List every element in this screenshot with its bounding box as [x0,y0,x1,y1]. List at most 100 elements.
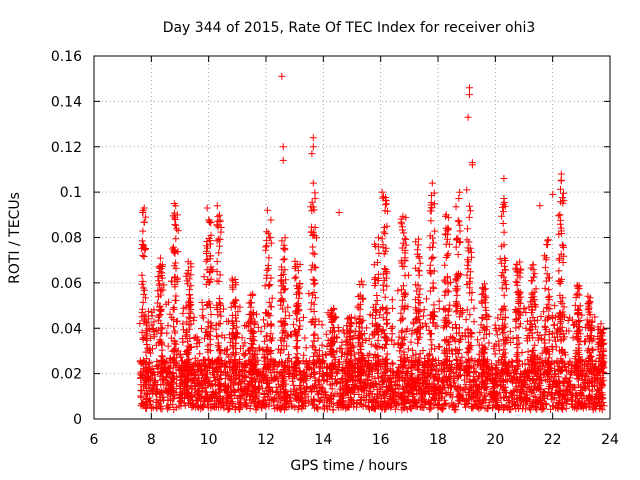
data-point [551,367,559,374]
data-point [207,311,215,318]
data-point [477,402,485,410]
data-point [468,404,475,412]
data-point [241,339,249,347]
data-point [353,403,361,411]
data-point [280,388,288,396]
data-point [435,297,443,305]
x-tick-label: 18 [429,432,447,448]
data-point [489,403,497,411]
data-point [366,311,374,319]
y-axis-label: ROTI / TECUs [7,192,23,284]
data-point [549,395,557,403]
data-point [237,378,245,386]
data-point [526,404,533,412]
data-point [432,384,440,392]
data-point [535,396,543,404]
data-point [531,382,538,390]
data-point [164,363,172,371]
data-point [431,227,439,235]
data-point [386,378,394,386]
data-point [560,303,568,311]
data-point [466,311,474,319]
data-point [503,337,511,345]
data-point [146,397,154,405]
data-point [338,374,346,382]
data-point [248,378,256,386]
data-point [262,333,270,341]
data-point [344,377,351,385]
data-point [235,400,243,408]
data-point [388,296,396,304]
data-point [436,343,444,351]
data-point [224,406,232,414]
data-point [306,373,314,380]
data-point [178,357,186,365]
data-point [170,323,178,331]
data-point [550,321,558,329]
data-point [454,397,462,405]
data-point [391,397,399,405]
data-point [494,390,502,398]
data-point [137,392,145,400]
data-point [400,388,408,396]
data-point [528,389,536,397]
data-point [454,251,462,258]
data-point [600,402,608,410]
data-point [507,372,515,380]
data-point [537,400,545,408]
data-point [387,403,395,411]
data-point [148,364,156,372]
data-point [305,398,313,406]
data-point [543,401,550,409]
data-point [139,400,147,408]
data-point [355,391,363,398]
data-point [285,312,293,320]
data-point [257,327,265,335]
data-point [388,402,395,410]
data-point [322,330,330,338]
data-point [381,405,389,413]
data-point [491,395,498,402]
data-point [478,383,486,391]
data-point [200,402,208,410]
data-point [301,399,309,407]
data-point [300,351,308,359]
data-point [522,324,530,332]
data-point [444,377,451,385]
data-point [431,397,439,404]
data-point [455,373,462,380]
data-point [363,375,371,383]
data-point [259,346,267,354]
data-point [585,396,593,404]
data-point [164,322,172,330]
data-point [309,400,317,408]
data-point [438,393,446,401]
data-point [231,406,239,414]
data-point [521,405,529,413]
data-point [375,374,383,382]
data-point [378,235,386,243]
data-point [211,373,219,381]
data-point [491,350,499,358]
data-point [471,368,479,375]
data-point [387,325,395,332]
data-point [258,403,265,411]
data-point [420,306,428,314]
data-point [555,377,563,385]
data-point [223,345,231,353]
data-point [333,401,341,409]
data-point [497,372,505,380]
data-point [140,402,148,410]
data-point [305,357,313,365]
data-point [157,397,165,405]
data-point [309,249,317,257]
data-point [536,331,544,339]
data-point [456,384,464,392]
data-point [446,357,454,365]
data-point [336,344,344,352]
data-point [312,377,319,385]
data-point [138,387,146,395]
data-point [290,321,298,329]
data-point [184,382,191,390]
data-point [255,344,263,352]
